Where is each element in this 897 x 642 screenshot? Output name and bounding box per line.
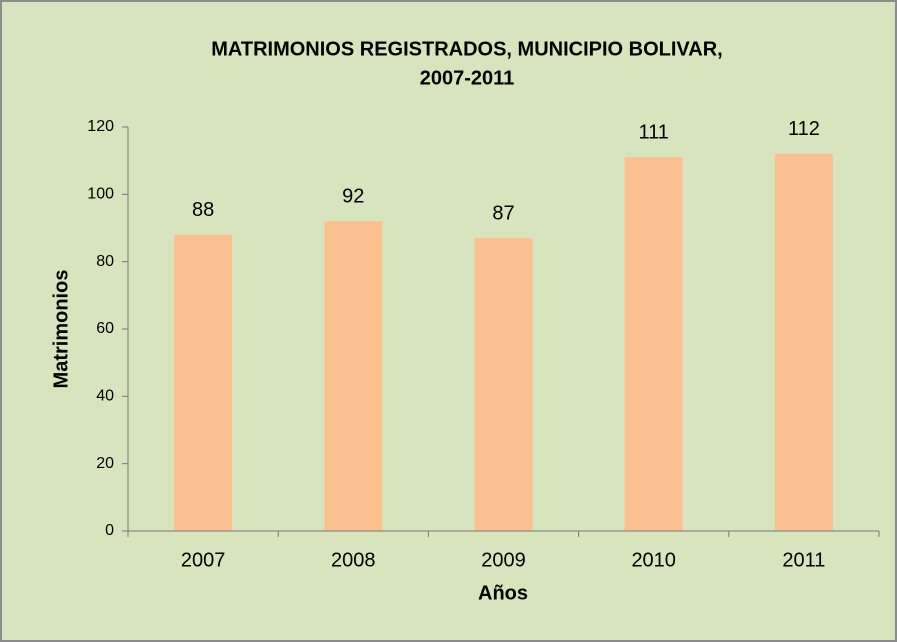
y-tick-label: 40: [96, 388, 114, 405]
chart-title: MATRIMONIOS REGISTRADOS, MUNICIPIO BOLIV…: [211, 38, 722, 60]
bar: [624, 157, 683, 532]
data-label: 111: [638, 122, 668, 144]
data-label: 88: [192, 199, 214, 221]
bar: [324, 221, 383, 531]
y-tick-label: 20: [96, 455, 114, 472]
y-tick-label: 60: [96, 320, 114, 337]
data-label: 87: [492, 202, 514, 224]
data-label: 92: [342, 186, 364, 208]
bar: [174, 234, 233, 531]
y-tick-label: 100: [87, 186, 114, 203]
x-tick-label: 2007: [181, 549, 226, 571]
data-label: 112: [788, 118, 820, 140]
y-tick-label: 0: [105, 522, 114, 539]
y-axis-label: Matrimonios: [50, 270, 72, 389]
x-tick-label: 2010: [631, 549, 676, 571]
y-tick-label: 80: [96, 253, 114, 270]
y-tick-label: 120: [87, 118, 114, 135]
bar: [774, 153, 833, 531]
x-axis-label: Años: [478, 582, 528, 604]
bar: [474, 238, 533, 531]
x-tick-label: 2009: [481, 549, 526, 571]
x-tick-label: 2011: [782, 549, 825, 571]
chart-title: 2007-2011: [420, 67, 515, 89]
x-tick-label: 2008: [331, 549, 376, 571]
